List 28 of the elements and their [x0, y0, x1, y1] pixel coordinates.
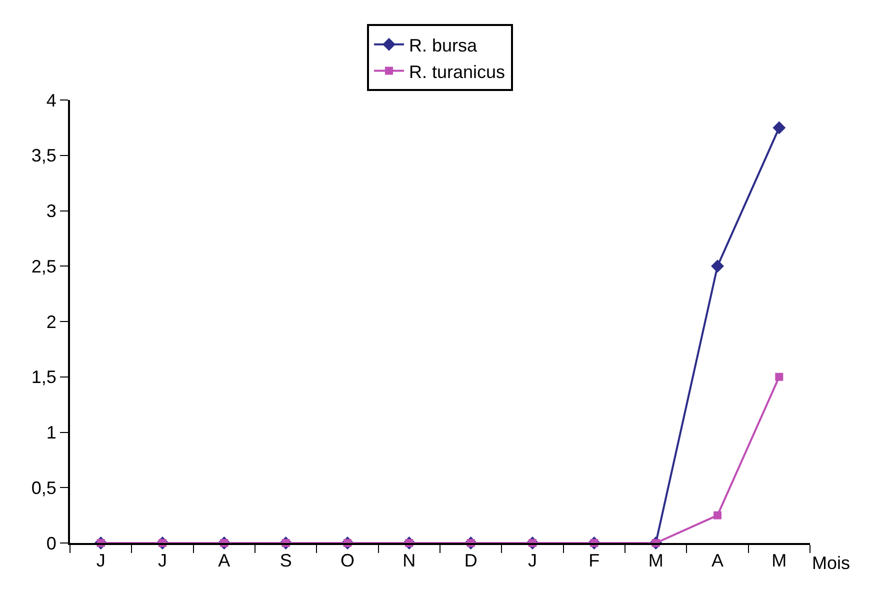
x-tick-label: M [648, 550, 664, 571]
x-tick-label: A [711, 550, 724, 571]
x-axis-title: Mois [812, 553, 850, 573]
y-tick-label: 2 [46, 312, 56, 332]
x-tick-label: O [340, 550, 355, 571]
point [775, 372, 784, 381]
x-tick-label: N [402, 550, 416, 571]
y-tick-label: 0 [46, 533, 56, 554]
y-tick-label: 4 [46, 90, 56, 110]
point [772, 121, 786, 134]
x-tick-label: M [772, 550, 787, 571]
legend-label: R. turanicus [409, 62, 506, 82]
x-tick-label: A [218, 550, 230, 571]
point [714, 511, 722, 520]
y-tick-label: 0,5 [31, 478, 56, 498]
point [711, 260, 724, 273]
x-tick-label: S [280, 550, 292, 571]
y-tick-label: 1 [46, 422, 56, 443]
legend-label: R. bursa [409, 35, 478, 56]
y-tick-label: 3 [46, 201, 56, 222]
x-tick-label: D [464, 550, 478, 571]
y-tick-label: 3,5 [31, 146, 56, 166]
x-tick-label: F [588, 550, 600, 571]
y-tick-label: 2,5 [31, 256, 56, 276]
y-tick-label: 1,5 [31, 367, 56, 388]
x-tick-label: J [96, 550, 106, 571]
x-tick-label: J [158, 550, 167, 571]
x-tick-label: J [528, 550, 537, 571]
